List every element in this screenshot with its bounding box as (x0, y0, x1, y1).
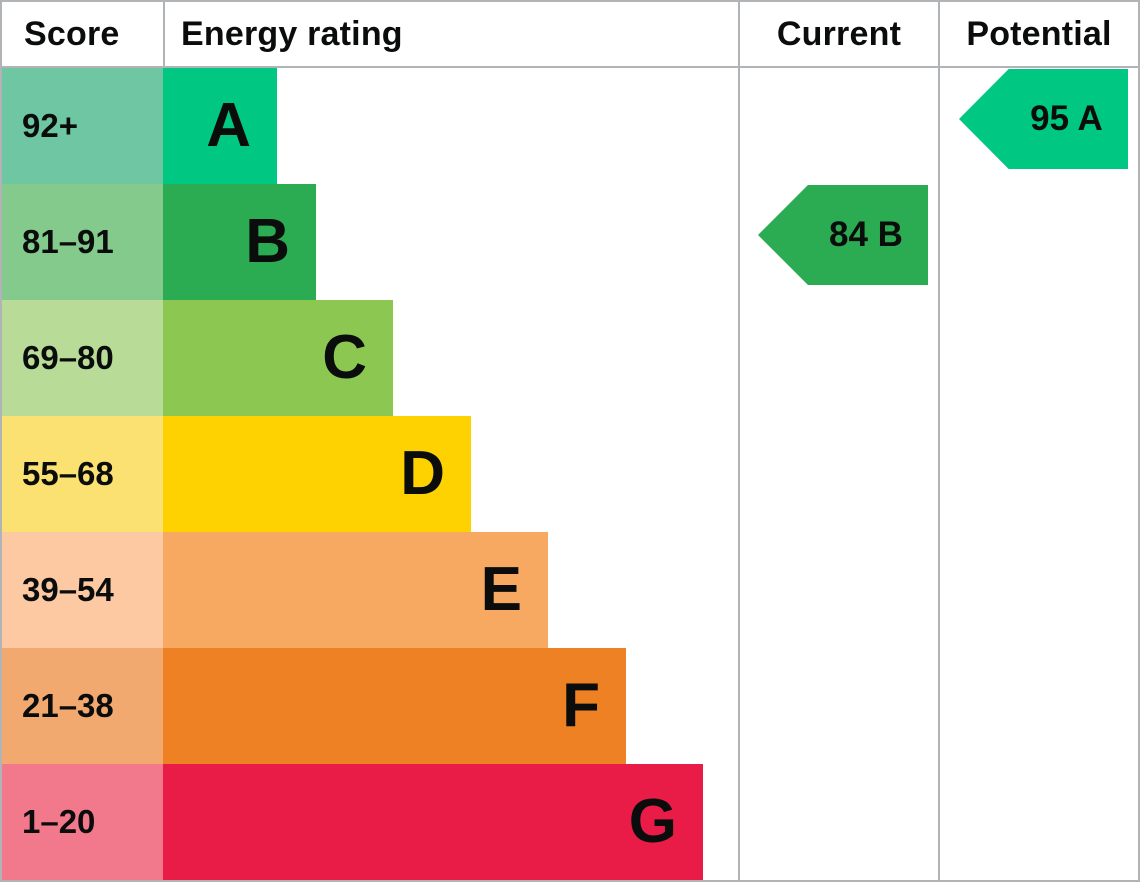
table-header-row: Score Energy rating Current Potential (2, 2, 1138, 68)
score-range-e: 39–54 (2, 532, 163, 648)
rating-bar-d: D (163, 416, 471, 532)
band-row-e: 39–54 E (2, 532, 738, 648)
rating-bar-a: A (163, 68, 277, 184)
potential-rating-label: 95 A (1030, 99, 1103, 138)
band-row-d: 55–68 D (2, 416, 738, 532)
chart-body: 92+ A 81–91 B 69–80 C 55–68 D 39–54 E 21–38 F 1–20 G … (2, 68, 1138, 880)
header-potential: Potential (966, 14, 1112, 53)
score-range-b: 81–91 (2, 184, 163, 300)
header-score: Score (2, 2, 165, 66)
score-range-f: 21–38 (2, 648, 163, 764)
header-current: Current (740, 2, 940, 66)
potential-column: 95 A (938, 68, 1138, 880)
score-range-g: 1–20 (2, 764, 163, 880)
score-range-c: 69–80 (2, 300, 163, 416)
rating-bar-e: E (163, 532, 548, 648)
band-row-c: 69–80 C (2, 300, 738, 416)
rating-bar-c: C (163, 300, 393, 416)
current-rating-label: 84 B (829, 215, 903, 254)
current-rating-arrow: 84 B (758, 185, 928, 285)
rating-bar-b: B (163, 184, 316, 300)
band-row-b: 81–91 B (2, 184, 738, 300)
rating-bands: 92+ A 81–91 B 69–80 C 55–68 D 39–54 E 21–38 F 1–20 G (2, 68, 738, 880)
band-row-a: 92+ A (2, 68, 738, 184)
current-column: 84 B (738, 68, 938, 880)
rating-bar-g: G (163, 764, 703, 880)
score-range-d: 55–68 (2, 416, 163, 532)
band-row-f: 21–38 F (2, 648, 738, 764)
rating-bar-f: F (163, 648, 626, 764)
band-row-g: 1–20 G (2, 764, 738, 880)
potential-rating-arrow: 95 A (959, 69, 1128, 169)
header-energy-rating: Energy rating (165, 2, 740, 66)
score-range-a: 92+ (2, 68, 163, 184)
